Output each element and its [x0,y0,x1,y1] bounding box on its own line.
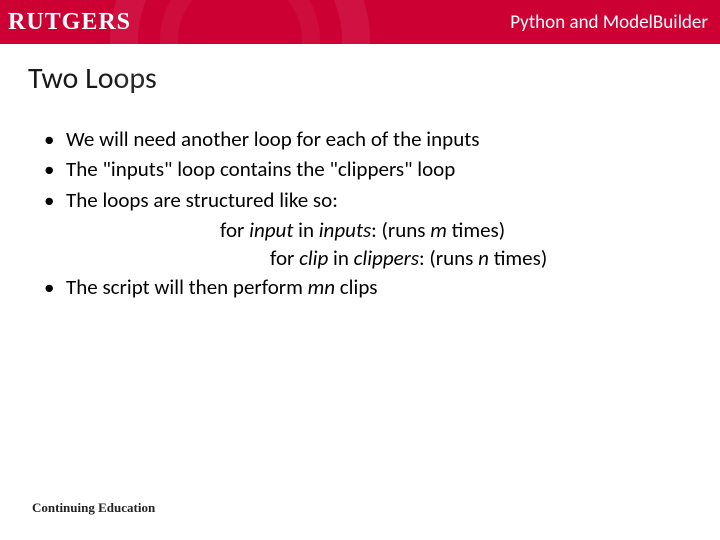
code-text: for [270,245,299,271]
code-var: inputs [319,217,371,243]
code-var: clip [299,245,328,271]
rutgers-logo: RUTGERS [0,0,131,44]
code-line-2: for clip in clippers: (runs n times) [40,244,680,272]
bullet-text: The script will then perform [66,274,308,300]
code-line-1: for input in inputs: (runs m times) [40,216,680,244]
code-var: input [249,217,293,243]
slide-title: Two Loops [0,44,720,97]
bullet-var: mn [308,274,335,300]
code-var: clippers [354,245,419,271]
logo-text: RUTGERS [8,9,131,36]
code-text: : (runs [371,217,430,243]
bullet-text: clips [335,274,377,300]
code-text: in [328,245,353,271]
bullet-2: The "inputs" loop contains the "clippers… [40,155,680,183]
code-text: times) [447,217,505,243]
code-text: in [293,217,318,243]
code-var: m [430,217,447,243]
course-title: Python and ModelBuilder [510,11,708,34]
slide-header: RUTGERS Python and ModelBuilder [0,0,720,44]
code-text: for [220,217,249,243]
code-text: times) [489,245,547,271]
code-var: n [478,245,489,271]
bullet-3: The loops are structured like so: [40,186,680,214]
footer-text: Continuing Education [32,500,155,516]
bullet-1: We will need another loop for each of th… [40,125,680,153]
bullet-4: The script will then perform mn clips [40,273,680,301]
slide-content: We will need another loop for each of th… [0,97,720,301]
code-text: : (runs [419,245,478,271]
